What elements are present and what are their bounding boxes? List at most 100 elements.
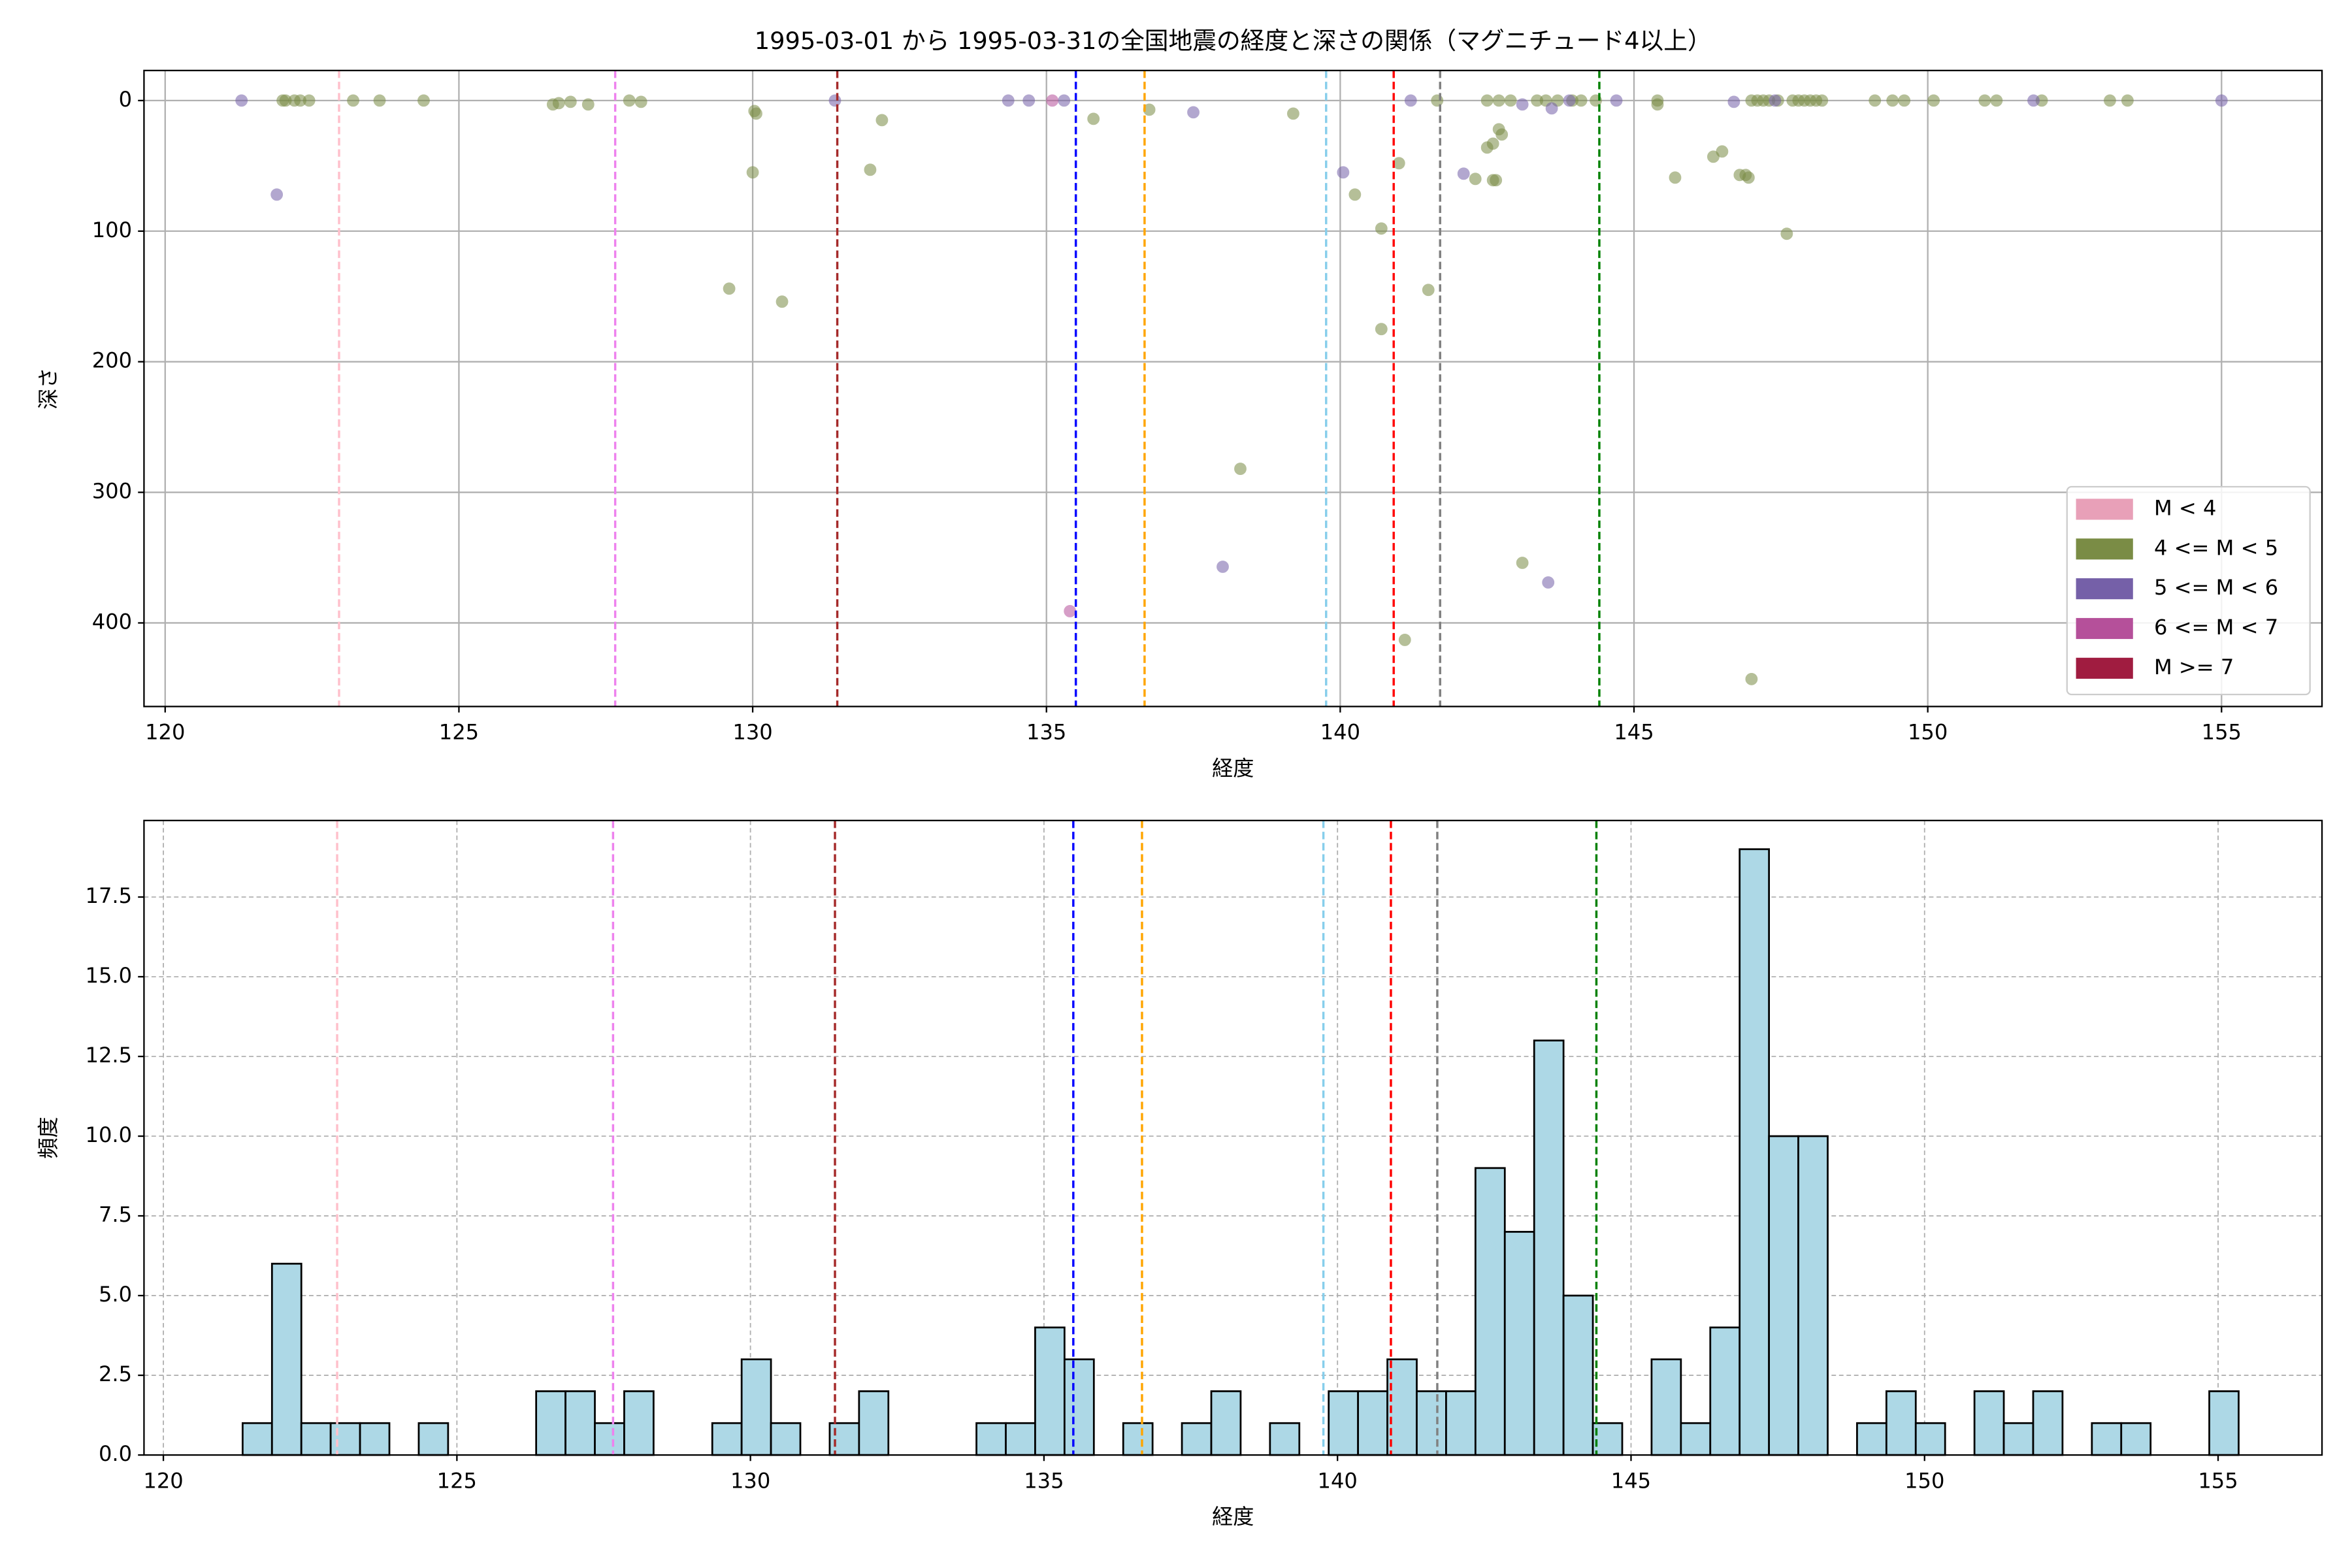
point (1769, 94, 1782, 107)
legend-swatch (2076, 617, 2133, 640)
point (1742, 171, 1755, 184)
point (1886, 94, 1899, 107)
bar (2032, 1390, 2064, 1456)
point (746, 166, 759, 179)
point (1064, 605, 1077, 617)
point (302, 94, 316, 107)
x-tick-label: 130 (732, 720, 772, 745)
bar (1328, 1390, 1360, 1456)
point (1287, 107, 1299, 120)
bar (270, 1262, 302, 1456)
bar (417, 1422, 449, 1456)
y-tick-label: 0.0 (99, 1441, 132, 1466)
point (1545, 102, 1558, 115)
point (875, 114, 889, 127)
x-tick-label: 150 (1908, 720, 1948, 745)
bar (1680, 1422, 1712, 1456)
point (2027, 94, 2040, 107)
point (2215, 94, 2228, 107)
bar (241, 1422, 273, 1456)
bar (1181, 1422, 1213, 1456)
point (1469, 172, 1482, 186)
legend-swatch (2076, 538, 2133, 560)
y-tick-label: 200 (92, 348, 132, 373)
point (1337, 166, 1350, 179)
point (723, 282, 736, 295)
point (417, 94, 430, 107)
point (1516, 98, 1529, 111)
point (864, 163, 877, 176)
point (1707, 150, 1720, 163)
bar (2208, 1390, 2240, 1456)
point (1457, 167, 1470, 180)
point (776, 295, 789, 308)
point (1780, 227, 1793, 240)
chart-title: 1995-03-01 から 1995-03-31の全国地震の経度と深さの関係（マ… (755, 27, 1712, 55)
y-axis-label: 頻度 (36, 1117, 61, 1158)
point (750, 107, 762, 120)
point (1087, 112, 1100, 125)
point (1716, 145, 1729, 158)
bar (300, 1422, 332, 1456)
x-tick-label: 150 (1904, 1468, 1944, 1493)
point (1486, 137, 1499, 150)
point (1392, 157, 1405, 170)
bar (711, 1422, 743, 1456)
x-tick-label: 125 (437, 1468, 477, 1493)
point (1978, 94, 1991, 107)
point (1745, 672, 1758, 685)
bar (1533, 1039, 1565, 1456)
y-tick-label: 17.5 (86, 883, 133, 908)
point (623, 94, 636, 107)
x-tick-label: 145 (1614, 720, 1654, 745)
y-tick-label: 15.0 (86, 963, 133, 988)
bar (1973, 1390, 2005, 1456)
point (1575, 94, 1588, 107)
x-tick-label: 135 (1024, 1468, 1064, 1493)
point (235, 94, 248, 107)
bar (858, 1390, 890, 1456)
bar (1034, 1326, 1066, 1456)
legend-swatch (2076, 578, 2133, 600)
point (634, 95, 647, 108)
bar (2002, 1422, 2034, 1456)
point (1563, 94, 1576, 107)
point (1516, 557, 1529, 569)
bar (1269, 1422, 1301, 1456)
x-tick-label: 145 (1611, 1468, 1651, 1493)
point (1492, 94, 1505, 107)
x-tick-label: 155 (2198, 1468, 2238, 1493)
point (1490, 174, 1503, 187)
legend-label: 5 <= M < 6 (2154, 575, 2278, 600)
bar (1885, 1390, 1917, 1456)
bar (1856, 1422, 1887, 1456)
point (1495, 128, 1509, 141)
point (347, 94, 359, 107)
point (1398, 634, 1411, 646)
point (1022, 94, 1036, 107)
point (1187, 106, 1200, 119)
point (1217, 561, 1229, 573)
x-axis-label: 経度 (1212, 756, 1254, 781)
bar (828, 1422, 860, 1456)
point (1058, 94, 1071, 107)
bar (1210, 1390, 1242, 1456)
legend-label: 6 <= M < 7 (2154, 615, 2278, 640)
point (1898, 94, 1911, 107)
x-tick-label: 125 (439, 720, 479, 745)
point (564, 95, 577, 108)
legend-label: 4 <= M < 5 (2154, 535, 2278, 560)
point (1542, 576, 1555, 589)
bar (1416, 1390, 1447, 1456)
bar (1797, 1135, 1829, 1456)
bar (329, 1422, 361, 1456)
y-tick-label: 100 (92, 218, 132, 242)
point (1816, 94, 1829, 107)
y-tick-label: 400 (92, 609, 132, 634)
bar (1005, 1422, 1036, 1456)
legend-swatch (2076, 498, 2133, 520)
bar (770, 1422, 802, 1456)
point (1375, 222, 1388, 235)
bar (1739, 848, 1771, 1456)
x-tick-label: 155 (2202, 720, 2242, 745)
